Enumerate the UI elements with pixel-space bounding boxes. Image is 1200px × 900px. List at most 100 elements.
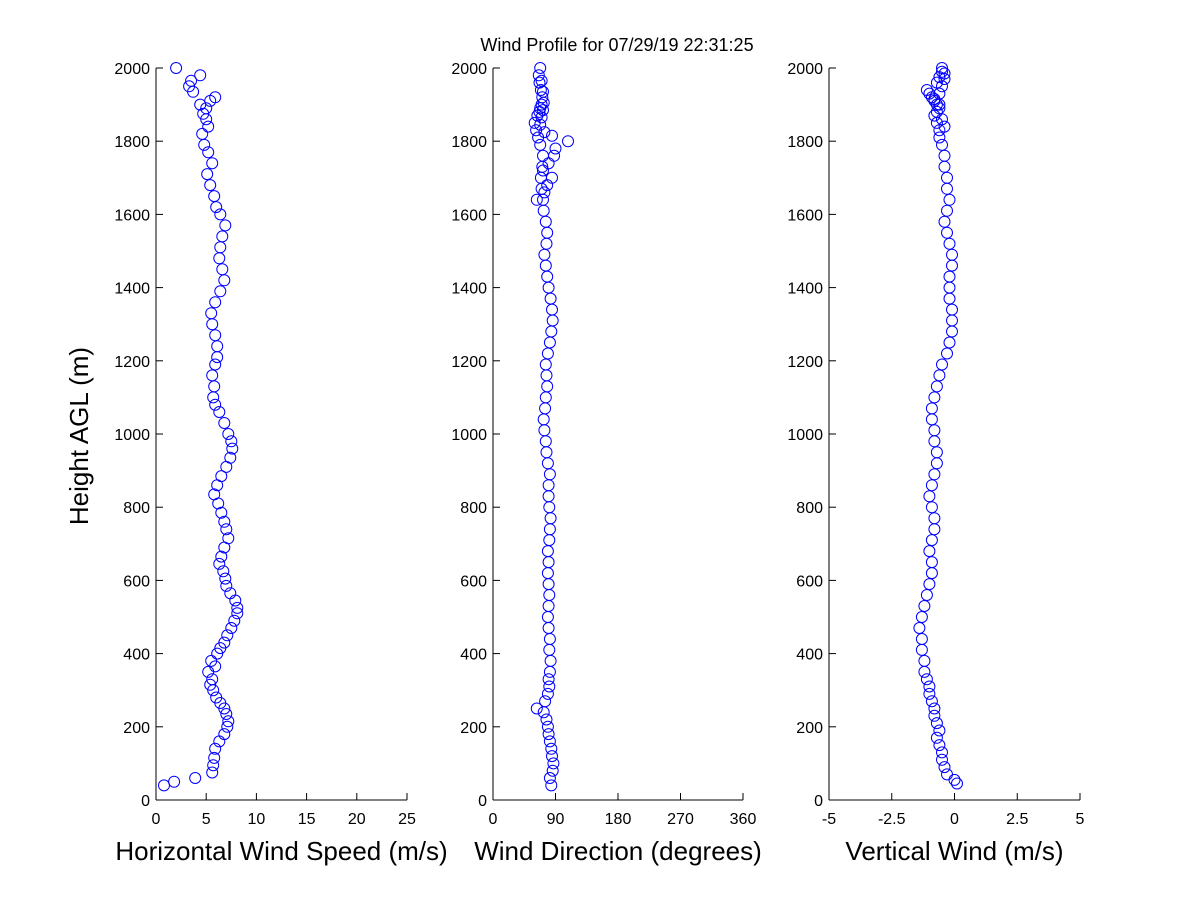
data-point (941, 171, 953, 184)
data-point (218, 636, 231, 649)
data-point (543, 680, 556, 693)
data-point (936, 62, 948, 74)
data-point (217, 565, 230, 578)
data-point (541, 687, 554, 700)
data-point (189, 772, 202, 784)
data-point (925, 501, 938, 514)
figure-title: Wind Profile for 07/29/19 22:31:25 (480, 35, 753, 55)
data-point (532, 69, 545, 82)
data-point (951, 777, 963, 790)
y-tick-label: 2000 (787, 61, 823, 78)
data-point (209, 91, 222, 104)
y-tick-label: 1800 (114, 134, 150, 151)
y-tick-label: 2000 (114, 61, 150, 78)
data-point (946, 248, 958, 261)
data-point (231, 601, 244, 614)
data-point (941, 347, 953, 360)
data-point (219, 572, 232, 585)
data-point (200, 102, 213, 115)
y-tick-label: 1200 (114, 354, 150, 371)
data-point (541, 179, 554, 192)
y-tick-label: 1000 (114, 427, 150, 444)
y-tick-label: 1400 (787, 281, 823, 298)
data-point (197, 107, 210, 120)
y-tick-label: 800 (460, 500, 487, 517)
data-point (216, 230, 229, 243)
x-tick-label: -2.5 (878, 811, 906, 828)
data-point (208, 190, 221, 203)
data-point (943, 270, 956, 283)
data-point (207, 759, 220, 772)
data-point (209, 296, 222, 309)
data-point (208, 751, 221, 764)
y-tick-label: 0 (478, 793, 487, 810)
x-tick-label: 0 (950, 811, 959, 828)
data-point (923, 578, 936, 591)
data-point (220, 523, 233, 536)
data-point (930, 717, 943, 730)
data-point (170, 62, 183, 74)
data-point (545, 742, 558, 755)
data-point (211, 647, 224, 660)
data-point (209, 329, 222, 342)
data-point (215, 550, 228, 563)
data-point (202, 120, 215, 133)
data-point (214, 208, 227, 221)
data-point (938, 215, 951, 228)
data-point (933, 131, 946, 144)
x-tick-label: 180 (605, 811, 632, 828)
data-point (936, 113, 948, 126)
data-point (530, 193, 543, 206)
y-tick-label: 0 (141, 793, 150, 810)
data-point (222, 715, 235, 728)
y-tick-label: 1600 (114, 207, 150, 224)
y-tick-label: 800 (123, 500, 150, 517)
y-tick-label: 1400 (114, 281, 150, 298)
y-tick-label: 2000 (451, 61, 487, 78)
data-point (209, 358, 222, 371)
data-point (928, 709, 941, 722)
data-point (206, 157, 219, 170)
data-point (543, 735, 556, 748)
data-point (936, 358, 948, 371)
data-point (546, 764, 559, 777)
y-tick-label: 600 (796, 573, 823, 590)
data-point (923, 687, 936, 700)
x-tick-label: 0 (152, 811, 161, 828)
data-point (541, 720, 554, 733)
data-point (538, 126, 551, 139)
data-point (208, 488, 221, 501)
data-point (219, 219, 232, 232)
data-point (216, 263, 229, 276)
data-point (222, 532, 235, 545)
data-point (210, 691, 223, 704)
data-point (224, 587, 237, 600)
data-point (941, 226, 953, 239)
data-point (218, 515, 231, 528)
data-point (206, 369, 219, 382)
data-point (938, 73, 951, 85)
data-point (547, 757, 560, 770)
data-point (201, 168, 214, 181)
x-tick-label: 25 (398, 811, 416, 828)
x-tick-label: -5 (822, 811, 836, 828)
data-point (545, 779, 558, 792)
shared-y-axis-label: Height AGL (m) (64, 347, 94, 525)
data-point (194, 69, 207, 82)
data-point (537, 164, 549, 177)
data-point (537, 104, 549, 117)
data-point (946, 303, 958, 316)
data-point (231, 607, 244, 620)
data-point (202, 146, 215, 159)
data-point (226, 442, 239, 455)
data-point (530, 702, 543, 715)
data-point (225, 622, 238, 634)
data-point (214, 285, 227, 298)
x-tick-label: 270 (667, 811, 694, 828)
data-point (536, 91, 549, 104)
data-point (215, 506, 228, 519)
data-point (941, 768, 953, 781)
y-tick-label: 1600 (451, 207, 487, 224)
data-point (933, 739, 946, 752)
